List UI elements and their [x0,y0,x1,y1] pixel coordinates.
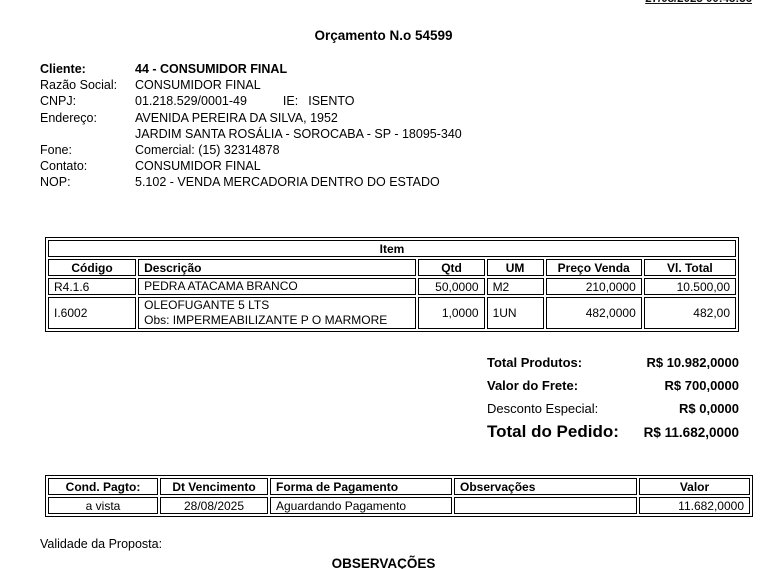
cnpj-label: CNPJ: [40,94,77,109]
col-header-valor: Valor [639,478,750,495]
payment-vencimento: 28/08/2025 [160,497,268,514]
total-pedido-value: R$ 11.682,0000 [643,425,739,440]
total-pedido-row: Total do Pedido: R$ 11.682,0000 [487,422,739,441]
col-header-dt-vencimento: Dt Vencimento [160,478,268,495]
item-description-obs: Obs: IMPERMEABILIZANTE P O MARMORE [144,313,388,327]
ie-label: IE: [282,94,299,109]
table-row: I.6002 OLEOFUGANTE 5 LTS Obs: IMPERMEABI… [48,297,736,329]
table-row: R4.1.6 PEDRA ATACAMA BRANCO 50,0000 M2 2… [48,278,736,295]
table-row: a vista 28/08/2025 Aguardando Pagamento … [48,497,750,514]
contato-label: Contato: [40,159,88,174]
valor-frete-label: Valor do Frete: [487,378,579,393]
total-produtos-value: R$ 10.982,0000 [646,355,739,370]
item-description: OLEOFUGANTE 5 LTS Obs: IMPERMEABILIZANTE… [138,297,417,329]
col-header-forma-pagamento: Forma de Pagamento [270,478,452,495]
client-line-nop: NOP: 5.102 - VENDA MERCADORIA DENTRO DO E… [40,174,462,190]
page-title: Orçamento N.o 54599 [314,28,453,43]
payment-observacoes [454,497,637,514]
item-description-line1: OLEOFUGANTE 5 LTS [144,298,270,312]
total-produtos-row: Total Produtos: R$ 10.982,0000 [487,356,739,370]
col-header-vl-total: Vl. Total [643,259,736,276]
print-timestamp: 27/08/2025 00:45:56 [645,0,752,5]
nop-label: NOP: [40,175,71,190]
razao-social-value: CONSUMIDOR FINAL [135,78,261,93]
contato-value: CONSUMIDOR FINAL [135,159,261,174]
item-code: R4.1.6 [48,278,137,295]
cliente-value: 44 - CONSUMIDOR FINAL [135,62,288,76]
item-description-line1: PEDRA ATACAMA BRANCO [144,279,298,293]
client-info-block: Cliente: 44 - CONSUMIDOR FINAL Razão Soci… [40,61,462,191]
fone-label: Fone: [40,143,72,158]
fone-value: Comercial: (15) 32314878 [135,143,280,158]
valor-frete-value: R$ 700,0000 [664,378,739,393]
ie-value: ISENTO [308,94,355,109]
item-um: 1UN [486,297,544,329]
col-header-cond-pagto: Cond. Pagto: [48,478,158,495]
item-price: 210,0000 [545,278,642,295]
nop-value: 5.102 - VENDA MERCADORIA DENTRO DO ESTAD… [135,175,440,190]
client-line-fone: Fone: Comercial: (15) 32314878 [40,142,462,158]
item-table-header-row: Código Descrição Qtd UM Preço Venda Vl. … [48,259,736,276]
endereco-label: Endereço: [40,110,97,125]
item-table-title: Item [48,240,736,257]
col-header-descricao: Descrição [138,259,417,276]
item-total: 10.500,00 [643,278,736,295]
item-price: 482,0000 [545,297,642,329]
desconto-especial-value: R$ 0,0000 [679,401,739,416]
desconto-especial-row: Desconto Especial: R$ 0,0000 [487,402,739,416]
payment-table: Cond. Pagto: Dt Vencimento Forma de Paga… [45,475,753,517]
payment-cond: a vista [48,497,158,514]
client-line-cnpj: CNPJ: 01.218.529/0001-49 IE: ISENTO [40,93,462,109]
col-header-observacoes: Observações [454,478,637,495]
item-qty: 50,0000 [418,278,485,295]
payment-forma: Aguardando Pagamento [270,497,452,514]
valor-frete-row: Valor do Frete: R$ 700,0000 [487,379,739,393]
item-table-title-row: Item [48,240,736,257]
item-total: 482,00 [643,297,736,329]
col-header-codigo: Código [48,259,137,276]
cliente-label: Cliente: [40,62,86,76]
client-line-endereco2: JARDIM SANTA ROSÁLIA - SOROCABA - SP - 1… [40,126,462,142]
payment-table-header-row: Cond. Pagto: Dt Vencimento Forma de Paga… [48,478,750,495]
col-header-um: UM [486,259,544,276]
totals-block: Total Produtos: R$ 10.982,0000 Valor do … [487,356,739,449]
item-code: I.6002 [48,297,137,329]
cnpj-value: 01.218.529/0001-49 [135,94,247,109]
col-header-qtd: Qtd [418,259,485,276]
validade-proposta-label: Validade da Proposta: [40,537,163,551]
client-line-contato: Contato: CONSUMIDOR FINAL [40,158,462,174]
endereco-line2: JARDIM SANTA ROSÁLIA - SOROCABA - SP - 1… [135,126,462,141]
total-pedido-label: Total do Pedido: [487,422,619,441]
item-qty: 1,0000 [418,297,485,329]
payment-valor: 11.682,0000 [639,497,750,514]
client-line-cliente: Cliente: 44 - CONSUMIDOR FINAL [40,61,462,77]
client-line-razao-social: Razão Social: CONSUMIDOR FINAL [40,77,462,93]
item-description: PEDRA ATACAMA BRANCO [138,278,417,295]
endereco-line1: AVENIDA PEREIRA DA SILVA, 1952 [135,110,338,125]
desconto-especial-label: Desconto Especial: [487,401,599,416]
razao-social-label: Razão Social: [40,78,118,93]
observacoes-title: OBSERVAÇÕES [331,556,436,569]
item-um: M2 [486,278,544,295]
item-table: Item Código Descrição Qtd UM Preço Venda… [45,237,739,332]
col-header-preco-venda: Preço Venda [545,259,642,276]
total-produtos-label: Total Produtos: [487,355,583,370]
client-line-endereco: Endereço: AVENIDA PEREIRA DA SILVA, 1952 [40,110,462,126]
